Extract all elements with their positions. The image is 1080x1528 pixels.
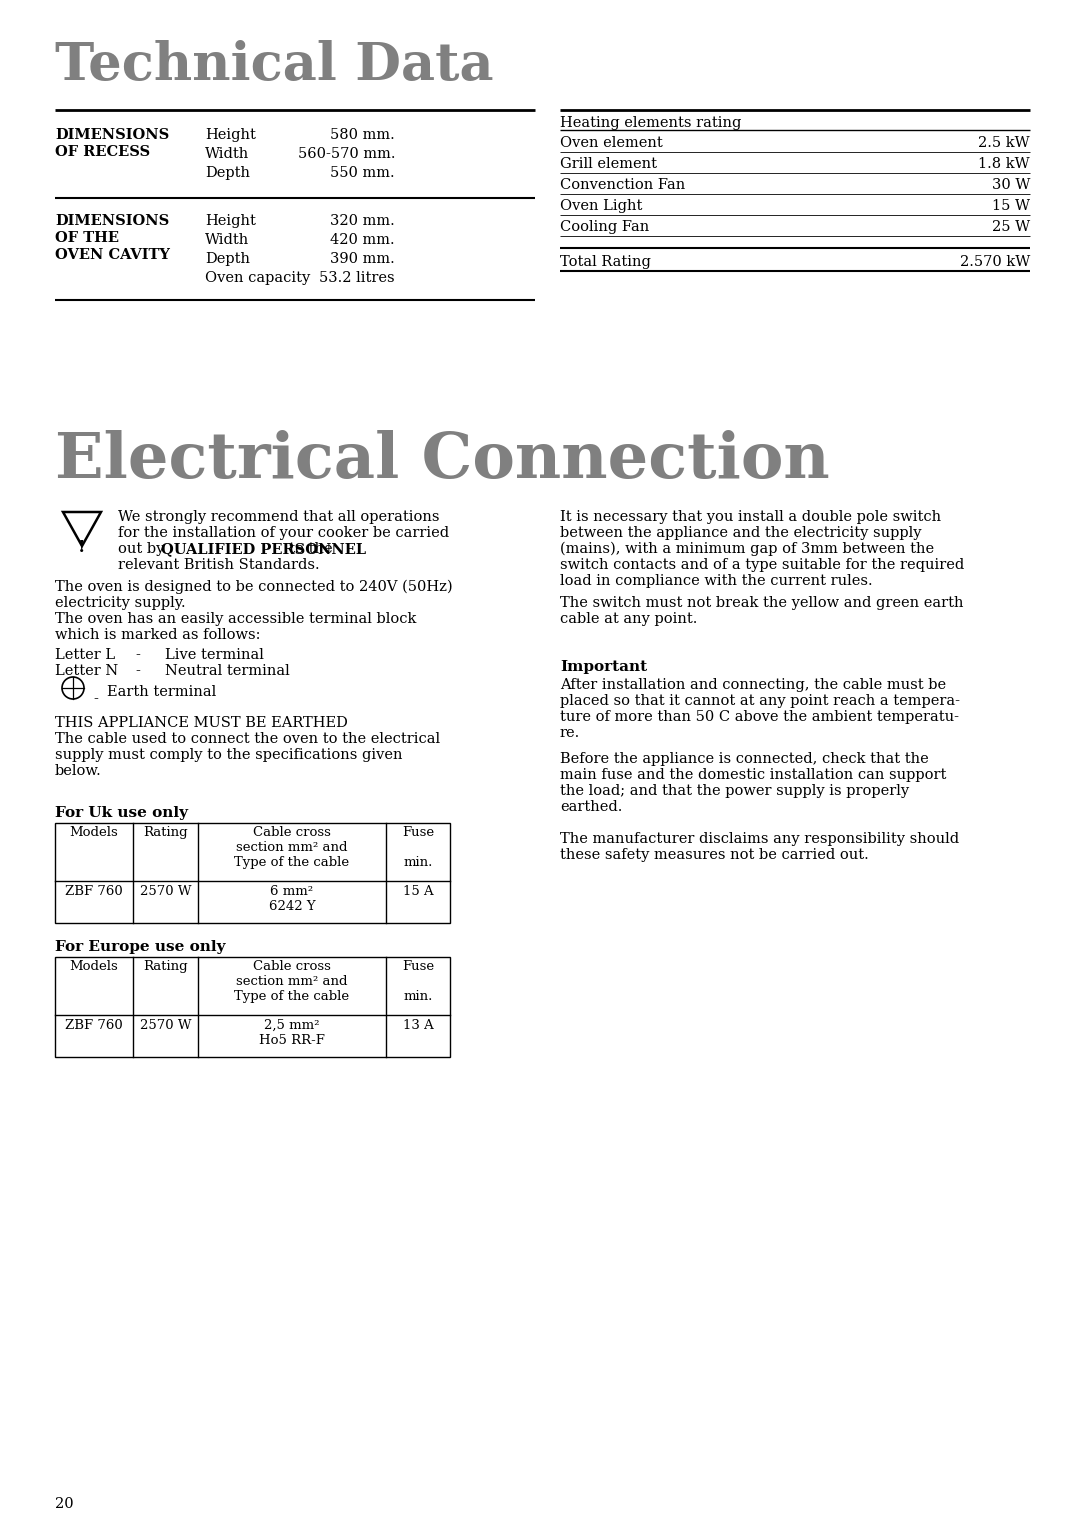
Text: load in compliance with the current rules.: load in compliance with the current rule… xyxy=(561,575,873,588)
Bar xyxy=(55,824,450,923)
Text: 560-570 mm.: 560-570 mm. xyxy=(297,147,395,160)
Text: Fuse

min.: Fuse min. xyxy=(402,960,434,1002)
Text: Width: Width xyxy=(205,147,249,160)
Text: Live terminal: Live terminal xyxy=(165,648,264,662)
Text: 390 mm.: 390 mm. xyxy=(330,252,395,266)
Text: 30 W: 30 W xyxy=(991,177,1030,193)
Text: -: - xyxy=(93,692,98,706)
Text: Oven Light: Oven Light xyxy=(561,199,643,212)
Text: 2570 W: 2570 W xyxy=(139,1019,191,1031)
Text: Height: Height xyxy=(205,214,256,228)
Text: DIMENSIONS: DIMENSIONS xyxy=(55,128,170,142)
Text: The cable used to connect the oven to the electrical: The cable used to connect the oven to th… xyxy=(55,732,441,746)
Text: Fuse

min.: Fuse min. xyxy=(402,827,434,869)
Text: For Europe use only: For Europe use only xyxy=(55,940,226,953)
Text: main fuse and the domestic installation can support: main fuse and the domestic installation … xyxy=(561,769,946,782)
Text: DIMENSIONS: DIMENSIONS xyxy=(55,214,170,228)
Text: below.: below. xyxy=(55,764,102,778)
Text: Cooling Fan: Cooling Fan xyxy=(561,220,649,234)
Text: The switch must not break the yellow and green earth: The switch must not break the yellow and… xyxy=(561,596,963,610)
Text: the load; and that the power supply is properly: the load; and that the power supply is p… xyxy=(561,784,909,798)
Bar xyxy=(55,957,450,1057)
Text: Total Rating: Total Rating xyxy=(561,255,651,269)
Text: We strongly recommend that all operations: We strongly recommend that all operation… xyxy=(118,510,440,524)
Text: Important: Important xyxy=(561,660,647,674)
Text: Electrical Connection: Electrical Connection xyxy=(55,429,829,490)
Text: OVEN CAVITY: OVEN CAVITY xyxy=(55,248,170,261)
Text: re.: re. xyxy=(561,726,580,740)
Text: The manufacturer disclaims any responsibility should: The manufacturer disclaims any responsib… xyxy=(561,833,959,847)
Text: which is marked as follows:: which is marked as follows: xyxy=(55,628,260,642)
Text: Neutral terminal: Neutral terminal xyxy=(165,665,289,678)
Text: placed so that it cannot at any point reach a tempera-: placed so that it cannot at any point re… xyxy=(561,694,960,707)
Text: cable at any point.: cable at any point. xyxy=(561,613,698,626)
Text: QUALIFIED PERSONNEL: QUALIFIED PERSONNEL xyxy=(161,542,366,556)
Text: earthed.: earthed. xyxy=(561,801,622,814)
Text: 320 mm.: 320 mm. xyxy=(330,214,395,228)
Text: Convenction Fan: Convenction Fan xyxy=(561,177,685,193)
Text: 20: 20 xyxy=(55,1497,73,1511)
Text: The oven has an easily accessible terminal block: The oven has an easily accessible termin… xyxy=(55,613,417,626)
Text: relevant British Standards.: relevant British Standards. xyxy=(118,558,320,571)
Text: 15 W: 15 W xyxy=(993,199,1030,212)
Text: to the: to the xyxy=(280,542,333,556)
Text: Width: Width xyxy=(205,232,249,248)
Text: After installation and connecting, the cable must be: After installation and connecting, the c… xyxy=(561,678,946,692)
Text: these safety measures not be carried out.: these safety measures not be carried out… xyxy=(561,848,868,862)
Text: 2.570 kW: 2.570 kW xyxy=(960,255,1030,269)
Text: between the appliance and the electricity supply: between the appliance and the electricit… xyxy=(561,526,921,539)
Text: Cable cross
section mm² and
Type of the cable: Cable cross section mm² and Type of the … xyxy=(234,827,350,869)
Text: switch contacts and of a type suitable for the required: switch contacts and of a type suitable f… xyxy=(561,558,964,571)
Text: Oven capacity: Oven capacity xyxy=(205,270,310,286)
Text: 420 mm.: 420 mm. xyxy=(330,232,395,248)
Text: 15 A: 15 A xyxy=(403,885,433,898)
Text: Rating: Rating xyxy=(144,827,188,839)
Text: ZBF 760: ZBF 760 xyxy=(65,1019,123,1031)
Text: Depth: Depth xyxy=(205,167,249,180)
Text: Models: Models xyxy=(69,827,119,839)
Text: It is necessary that you install a double pole switch: It is necessary that you install a doubl… xyxy=(561,510,941,524)
Text: 13 A: 13 A xyxy=(403,1019,433,1031)
Text: 2,5 mm²
Ho5 RR-F: 2,5 mm² Ho5 RR-F xyxy=(259,1019,325,1047)
Text: ture of more than 50 C above the ambient temperatu-: ture of more than 50 C above the ambient… xyxy=(561,711,959,724)
Text: Models: Models xyxy=(69,960,119,973)
Text: Heating elements rating: Heating elements rating xyxy=(561,116,741,130)
Text: Earth terminal: Earth terminal xyxy=(107,685,216,698)
Text: 2570 W: 2570 W xyxy=(139,885,191,898)
Text: !: ! xyxy=(79,539,85,556)
Text: out by: out by xyxy=(118,542,168,556)
Text: OF RECESS: OF RECESS xyxy=(55,145,150,159)
Text: ZBF 760: ZBF 760 xyxy=(65,885,123,898)
Text: Cable cross
section mm² and
Type of the cable: Cable cross section mm² and Type of the … xyxy=(234,960,350,1002)
Text: Depth: Depth xyxy=(205,252,249,266)
Text: 550 mm.: 550 mm. xyxy=(330,167,395,180)
Text: Letter N: Letter N xyxy=(55,665,118,678)
Text: THIS APPLIANCE MUST BE EARTHED: THIS APPLIANCE MUST BE EARTHED xyxy=(55,717,348,730)
Text: 53.2 litres: 53.2 litres xyxy=(320,270,395,286)
Text: 2.5 kW: 2.5 kW xyxy=(978,136,1030,150)
Text: 580 mm.: 580 mm. xyxy=(330,128,395,142)
Text: for the installation of your cooker be carried: for the installation of your cooker be c… xyxy=(118,526,449,539)
Text: 25 W: 25 W xyxy=(991,220,1030,234)
Text: supply must comply to the specifications given: supply must comply to the specifications… xyxy=(55,749,403,762)
Text: Height: Height xyxy=(205,128,256,142)
Text: -: - xyxy=(135,665,140,678)
Text: Rating: Rating xyxy=(144,960,188,973)
Text: -: - xyxy=(135,648,140,662)
Text: electricity supply.: electricity supply. xyxy=(55,596,186,610)
Text: OF THE: OF THE xyxy=(55,231,119,244)
Text: The oven is designed to be connected to 240V (50Hz): The oven is designed to be connected to … xyxy=(55,581,453,594)
Text: Letter L: Letter L xyxy=(55,648,116,662)
Text: Technical Data: Technical Data xyxy=(55,40,494,92)
Text: Before the appliance is connected, check that the: Before the appliance is connected, check… xyxy=(561,752,929,766)
Text: Oven element: Oven element xyxy=(561,136,663,150)
Text: For Uk use only: For Uk use only xyxy=(55,805,188,821)
Text: 1.8 kW: 1.8 kW xyxy=(978,157,1030,171)
Text: (mains), with a minimum gap of 3mm between the: (mains), with a minimum gap of 3mm betwe… xyxy=(561,542,934,556)
Text: 6 mm²
6242 Y: 6 mm² 6242 Y xyxy=(269,885,315,914)
Text: Grill element: Grill element xyxy=(561,157,657,171)
